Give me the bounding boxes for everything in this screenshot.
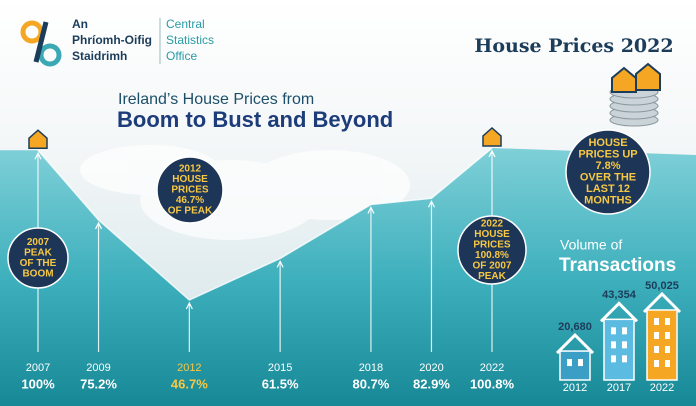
- callout-circle: [457, 215, 527, 285]
- window: [654, 332, 659, 339]
- house-bar: [646, 309, 678, 381]
- water-layer: [0, 148, 696, 406]
- callout-text: PEAK: [24, 247, 53, 258]
- year-label: 2012: [177, 362, 201, 374]
- callout-text: LAST 12: [586, 183, 630, 195]
- house-roof: [642, 291, 682, 314]
- house-bar: [559, 350, 591, 381]
- value-label: 46.7%: [171, 376, 208, 391]
- category-label: 2012: [563, 382, 587, 394]
- window: [654, 360, 659, 367]
- arrow-head: [94, 221, 103, 230]
- window: [622, 327, 627, 335]
- value-label: 61.5%: [262, 376, 299, 391]
- house-icon: [482, 126, 502, 147]
- callout-text: HOUSE: [588, 137, 627, 149]
- callout-text: 2022: [481, 218, 504, 229]
- value-label: 80.7%: [352, 376, 389, 391]
- window: [622, 355, 627, 363]
- logo-text: Office: [166, 49, 197, 63]
- value-label: 43,354: [602, 289, 637, 301]
- headline: Ireland’s House Prices from: [118, 91, 314, 108]
- callout-text: 2012: [179, 164, 202, 175]
- chart-title: Volume of: [560, 237, 622, 253]
- callout-circle: [156, 156, 224, 224]
- callout-text: MONTHS: [584, 195, 632, 207]
- window: [654, 318, 659, 325]
- callout-text: HOUSE: [474, 229, 510, 240]
- callout-text: OVER THE: [580, 172, 636, 184]
- window: [611, 355, 616, 363]
- year-label: 2022: [480, 362, 504, 374]
- window: [665, 332, 670, 339]
- house-icon: [28, 129, 48, 149]
- callout-text: OF THE: [20, 258, 57, 269]
- logo: An Phríomh-Oifig Staidrimh Central Stati…: [20, 17, 214, 67]
- callout-text: 7.8%: [595, 160, 620, 172]
- window: [665, 346, 670, 353]
- value-label: 82.9%: [413, 376, 450, 391]
- callout-circle: [7, 227, 69, 289]
- callout-text: PRICES: [473, 239, 511, 250]
- year-label: 2015: [268, 362, 292, 374]
- headline: Boom to Bust and Beyond: [117, 107, 393, 132]
- arrow-head: [488, 149, 496, 158]
- window: [578, 359, 583, 367]
- callout-text: OF PEAK: [168, 206, 213, 217]
- logo-text: Central: [166, 17, 205, 31]
- logo-text: Staidrimh: [72, 49, 127, 63]
- year-label: 2020: [419, 362, 443, 374]
- arrow-head: [185, 301, 193, 310]
- callout-text: OF 2007: [473, 260, 512, 271]
- callout-text: PRICES: [171, 185, 209, 196]
- category-label: 2022: [650, 382, 674, 394]
- value-label: 75.2%: [80, 376, 117, 391]
- window: [567, 359, 572, 367]
- year-label: 2018: [359, 362, 383, 374]
- arrow-head: [367, 206, 375, 214]
- house-icon: [611, 66, 637, 93]
- value-label: 100.8%: [470, 376, 515, 391]
- window: [611, 341, 616, 349]
- window: [665, 360, 670, 367]
- house-icon: [635, 62, 661, 91]
- arrow-head: [34, 151, 42, 160]
- house-bar: [603, 318, 635, 381]
- window: [665, 318, 670, 325]
- water: [0, 148, 696, 406]
- window: [622, 341, 627, 349]
- value-label: 20,680: [558, 321, 592, 333]
- callout-text: BOOM: [22, 268, 53, 279]
- callout-text: PEAK: [478, 271, 507, 282]
- callout-circle: [565, 129, 651, 215]
- logo-text: Phríomh-Oifig: [72, 33, 152, 47]
- value-label: 100%: [21, 376, 55, 391]
- badge: House Prices 2022: [474, 35, 673, 57]
- year-label: 2007: [26, 362, 50, 374]
- house-roof: [599, 301, 639, 323]
- window: [654, 346, 659, 353]
- window: [611, 327, 616, 335]
- logo-text: An: [72, 17, 88, 31]
- arrow-head: [276, 260, 284, 268]
- category-label: 2017: [607, 382, 631, 394]
- value-label: 50,025: [645, 280, 679, 292]
- callout-text: 2007: [27, 237, 50, 248]
- price-line: [37, 147, 493, 301]
- arrow-head: [427, 199, 436, 208]
- callout-text: 100.8%: [475, 250, 509, 261]
- logo-text: Statistics: [166, 33, 214, 47]
- callout-text: 46.7%: [176, 195, 204, 206]
- house-roof: [555, 332, 595, 355]
- chart-subtitle: Transactions: [559, 255, 676, 276]
- coin-stack: [609, 62, 661, 127]
- callout-text: HOUSE: [172, 174, 208, 185]
- callout-text: PRICES UP: [578, 149, 637, 161]
- year-label: 2009: [86, 362, 110, 374]
